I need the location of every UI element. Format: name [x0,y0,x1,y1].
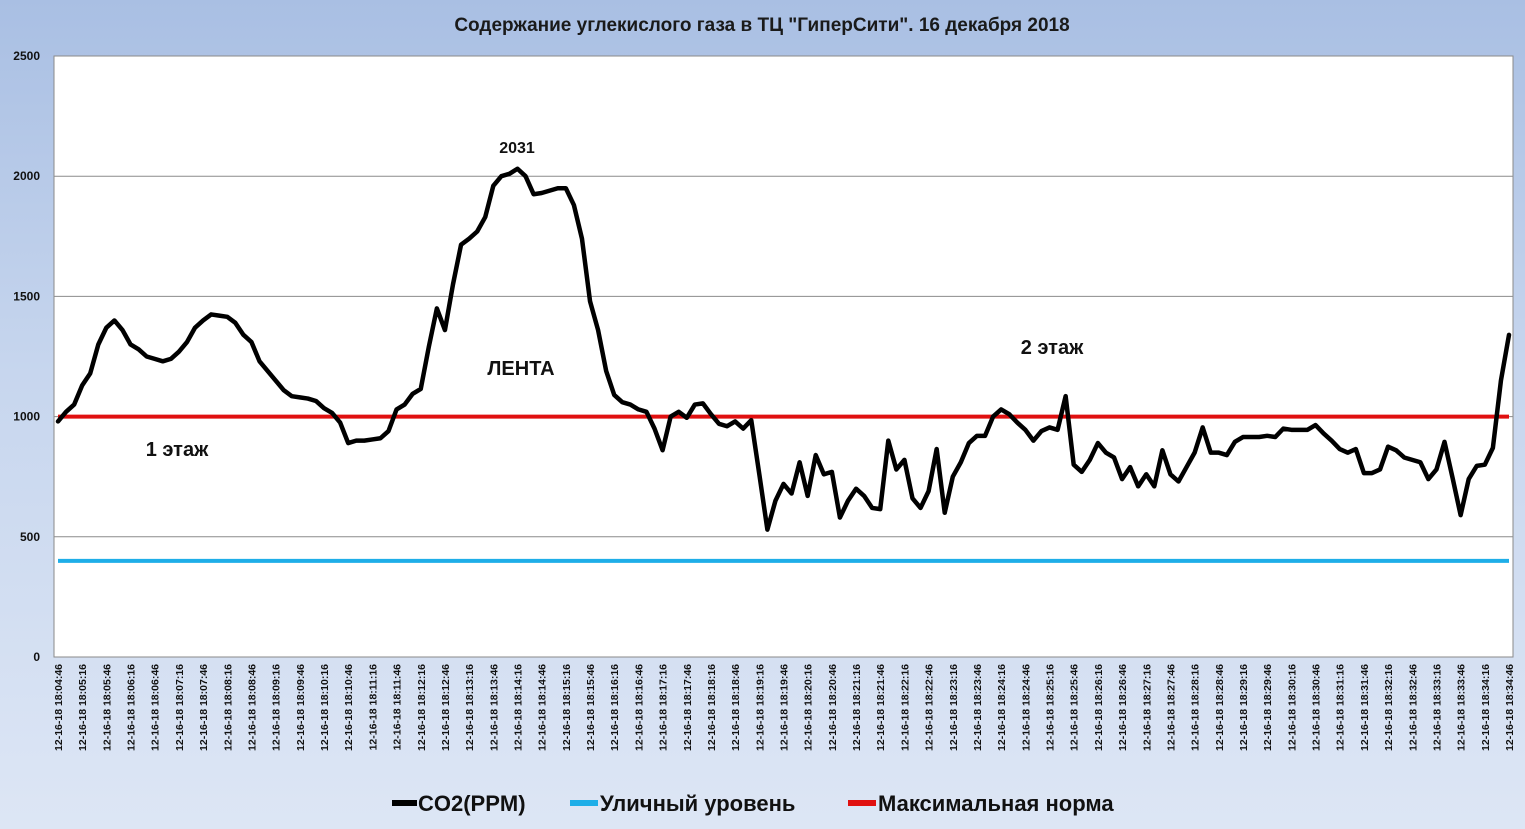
legend-label-co2: CO2(PPM) [418,791,526,816]
x-tick-label: 12-16-18 18:23:46 [972,664,984,751]
legend-item-co2: CO2(PPM) [392,791,526,816]
series-layer [55,166,1512,563]
legend: CO2(PPM) Уличный уровень Максимальная но… [392,791,1114,816]
x-tick-label: 12-16-18 18:04:46 [53,664,65,751]
x-tick-label: 12-16-18 18:30:46 [1311,664,1323,751]
x-tick-label: 12-16-18 18:14:46 [537,664,549,751]
x-tick-label: 12-16-18 18:25:46 [1069,664,1081,751]
legend-item-street-level: Уличный уровень [570,791,795,816]
x-tick-label: 12-16-18 18:21:16 [851,664,863,751]
x-tick-label: 12-16-18 18:32:46 [1407,664,1419,751]
x-axis-ticks: 12-16-18 18:04:46 12-16-18 18:05:16 12-16-… [53,664,1516,751]
x-tick-label: 12-16-18 18:20:16 [803,664,815,751]
y-tick-label: 0 [33,650,40,664]
x-tick-label: 12-16-18 18:34:46 [1504,664,1516,751]
legend-label-max-norm: Максимальная норма [878,791,1114,816]
x-tick-label: 12-16-18 18:29:16 [1238,664,1250,751]
chart-title: Содержание углекислого газа в ТЦ "ГиперС… [454,15,1069,36]
x-tick-label: 12-16-18 18:15:46 [585,664,597,751]
x-tick-label: 12-16-18 18:21:46 [875,664,887,751]
x-tick-label: 12-16-18 18:19:46 [779,664,791,751]
x-tick-label: 12-16-18 18:05:16 [77,664,89,751]
x-tick-label: 12-16-18 18:27:46 [1165,664,1177,751]
x-tick-label: 12-16-18 18:07:46 [198,664,210,751]
x-tick-label: 12-16-18 18:31:46 [1359,664,1371,751]
x-tick-label: 12-16-18 18:17:46 [682,664,694,751]
x-tick-label: 12-16-18 18:11:16 [367,664,379,751]
x-tick-label: 12-16-18 18:22:16 [899,664,911,751]
x-tick-label: 12-16-18 18:24:16 [996,664,1008,751]
x-tick-label: 12-16-18 18:16:16 [609,664,621,751]
x-tick-label: 12-16-18 18:32:16 [1383,664,1395,751]
x-tick-label: 12-16-18 18:08:46 [246,664,258,751]
x-tick-label: 12-16-18 18:13:46 [488,664,500,751]
x-tick-label: 12-16-18 18:12:16 [416,664,428,751]
x-tick-label: 12-16-18 18:22:46 [924,664,936,751]
x-tick-label: 12-16-18 18:28:16 [1190,664,1202,751]
x-tick-label: 12-16-18 18:10:46 [343,664,355,751]
legend-label-street-level: Уличный уровень [600,791,795,816]
x-tick-label: 12-16-18 18:30:16 [1286,664,1298,751]
x-tick-label: 12-16-18 18:14:16 [512,664,524,751]
floor-2-label: 2 этаж [1021,337,1084,359]
y-tick-label: 2000 [13,169,40,183]
x-tick-label: 12-16-18 18:05:46 [101,664,113,751]
x-tick-label: 12-16-18 18:23:16 [948,664,960,751]
x-tick-label: 12-16-18 18:29:46 [1262,664,1274,751]
x-tick-label: 12-16-18 18:31:16 [1335,664,1347,751]
x-tick-label: 12-16-18 18:06:46 [150,664,162,751]
y-tick-label: 2500 [13,49,40,63]
x-tick-label: 12-16-18 18:26:16 [1093,664,1105,751]
x-tick-label: 12-16-18 18:08:16 [222,664,234,751]
y-tick-label: 1500 [13,289,40,303]
lenta-label: ЛЕНТА [487,358,554,380]
peak-value-label: 2031 [499,140,535,157]
x-tick-label: 12-16-18 18:27:16 [1141,664,1153,751]
y-tick-label: 1000 [13,410,40,424]
series-line-co2 [55,166,1512,532]
plot-area [53,55,1514,658]
x-tick-label: 12-16-18 18:06:16 [126,664,138,751]
x-tick-label: 12-16-18 18:07:16 [174,664,186,751]
x-tick-label: 12-16-18 18:25:16 [1045,664,1057,751]
x-tick-label: 12-16-18 18:34:16 [1480,664,1492,751]
x-tick-label: 12-16-18 18:20:46 [827,664,839,751]
y-tick-label: 500 [20,530,40,544]
x-tick-label: 12-16-18 18:18:46 [730,664,742,751]
x-tick-label: 12-16-18 18:18:16 [706,664,718,751]
x-tick-label: 12-16-18 18:15:16 [561,664,573,751]
y-axis-ticks: 0 500 1000 1500 2000 2500 [13,49,40,664]
x-tick-label: 12-16-18 18:12:46 [440,664,452,751]
x-tick-label: 12-16-18 18:24:46 [1020,664,1032,751]
x-tick-label: 12-16-18 18:33:46 [1456,664,1468,751]
x-tick-label: 12-16-18 18:11:46 [392,664,404,751]
x-tick-label: 12-16-18 18:10:16 [319,664,331,751]
legend-item-max-norm: Максимальная норма [848,791,1114,816]
x-tick-label: 12-16-18 18:16:46 [633,664,645,751]
x-tick-label: 12-16-18 18:33:16 [1431,664,1443,751]
x-tick-label: 12-16-18 18:19:16 [754,664,766,751]
x-tick-label: 12-16-18 18:28:46 [1214,664,1226,751]
floor-1-label: 1 этаж [146,439,209,461]
x-tick-label: 12-16-18 18:26:46 [1117,664,1129,751]
x-tick-label: 12-16-18 18:09:46 [295,664,307,751]
x-tick-label: 12-16-18 18:09:16 [271,664,283,751]
x-tick-label: 12-16-18 18:17:16 [658,664,670,751]
x-tick-label: 12-16-18 18:13:16 [464,664,476,751]
